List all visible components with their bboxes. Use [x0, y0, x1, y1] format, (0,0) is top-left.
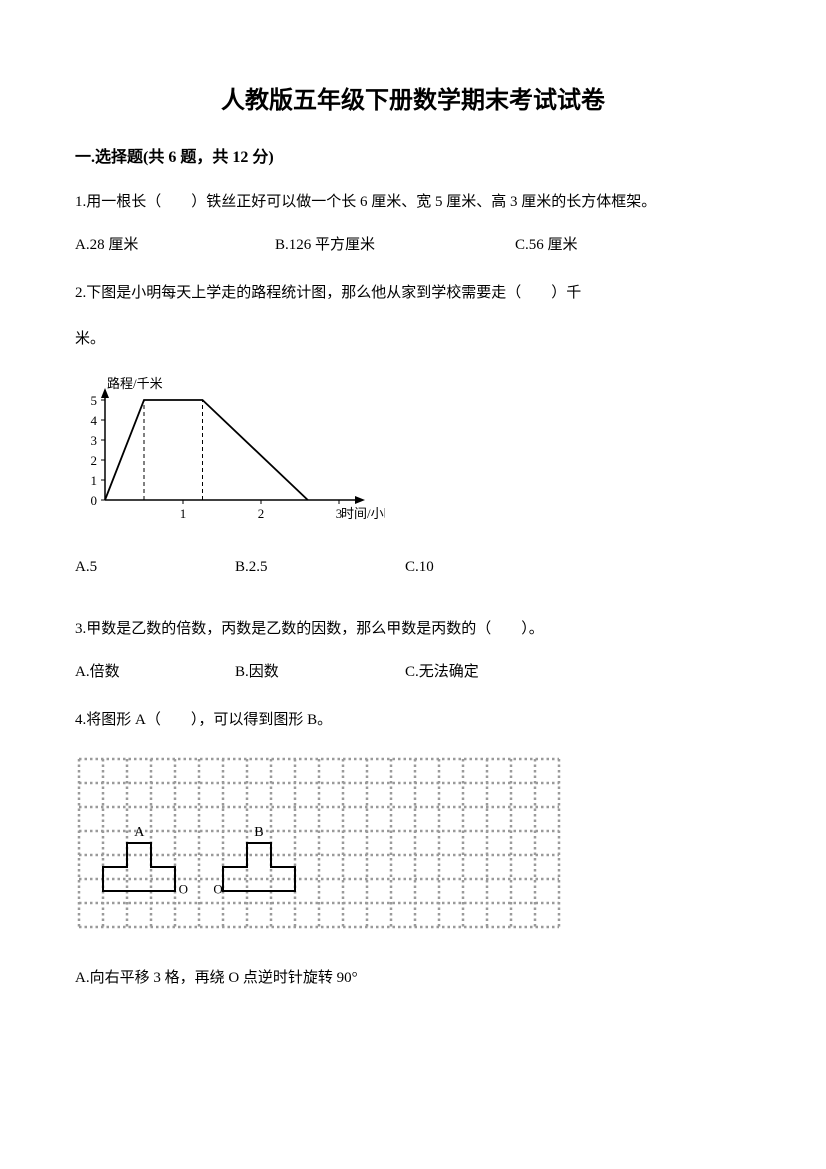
question-2-line1: 2.下图是小明每天上学走的路程统计图，那么他从家到学校需要走（ ）千: [75, 278, 751, 308]
svg-text:时间/小时: 时间/小时: [341, 506, 385, 521]
question-1-options: A.28 厘米 B.126 平方厘米 C.56 厘米: [75, 233, 751, 254]
svg-text:5: 5: [91, 393, 98, 408]
svg-text:1: 1: [180, 506, 187, 521]
q2-opt-c: C.10: [405, 559, 434, 576]
q1-opt-a: A.28 厘米: [75, 233, 275, 254]
q1-opt-c: C.56 厘米: [515, 233, 578, 254]
question-1: 1.用一根长（ ）铁丝正好可以做一个长 6 厘米、宽 5 厘米、高 3 厘米的长…: [75, 187, 751, 217]
question-4: 4.将图形 A（ ），可以得到图形 B。: [75, 705, 751, 735]
grid-diagram: A O B O: [75, 755, 751, 935]
q2-opt-b: B.2.5: [235, 559, 405, 576]
svg-text:2: 2: [91, 453, 98, 468]
question-2-options: A.5 B.2.5 C.10: [75, 559, 751, 576]
q3-opt-a: A.倍数: [75, 660, 235, 681]
line-chart: 路程/千米012345123时间/小时: [75, 370, 751, 535]
q1-opt-b: B.126 平方厘米: [275, 233, 515, 254]
svg-text:路程/千米: 路程/千米: [107, 376, 163, 391]
svg-text:B: B: [254, 825, 263, 840]
svg-text:0: 0: [91, 493, 98, 508]
q4-opt-a: A.向右平移 3 格，再绕 O 点逆时针旋转 90°: [75, 963, 751, 993]
q3-opt-c: C.无法确定: [405, 660, 479, 681]
q3-opt-b: B.因数: [235, 660, 405, 681]
question-3-options: A.倍数 B.因数 C.无法确定: [75, 660, 751, 681]
section-header: 一.选择题(共 6 题，共 12 分): [75, 143, 751, 167]
svg-text:1: 1: [91, 473, 98, 488]
question-3: 3.甲数是乙数的倍数，丙数是乙数的因数，那么甲数是丙数的（ ）。: [75, 614, 751, 644]
svg-text:A: A: [134, 825, 145, 840]
page-title: 人教版五年级下册数学期末考试试卷: [75, 80, 751, 115]
svg-text:O: O: [179, 881, 188, 896]
svg-text:2: 2: [258, 506, 265, 521]
svg-text:3: 3: [91, 433, 98, 448]
svg-text:4: 4: [91, 413, 98, 428]
question-2-line2: 米。: [75, 324, 751, 354]
svg-text:O: O: [213, 881, 222, 896]
q2-opt-a: A.5: [75, 559, 235, 576]
